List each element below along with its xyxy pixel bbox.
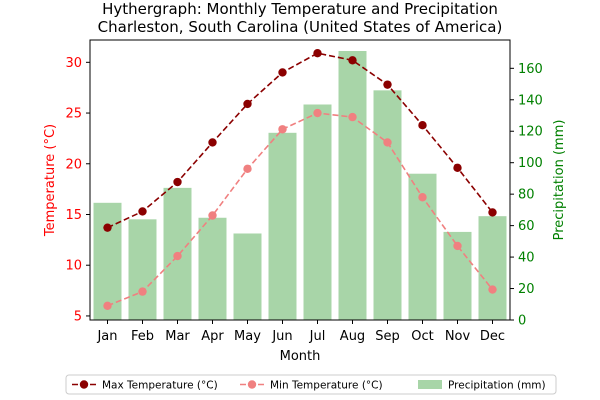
right-y-axis-label: Precipitation (mm) [552,120,567,241]
max-temp-point-jun [278,68,287,77]
x-tick-label: Jun [271,329,292,344]
min-temp-line [107,112,494,307]
legend-marker [79,380,89,389]
chart-subtitle: Charleston, South Carolina (United State… [98,18,503,36]
x-tick-label: Nov [445,329,471,344]
min-temp-point-may [243,164,252,174]
legend-label: Precipitation (mm) [448,380,546,392]
right-y-tick-label: 60 [518,219,535,234]
left-y-tick-label: 30 [65,56,82,71]
right-y-axis: 0 20 40 60 80 100 120 140 160 [510,62,543,329]
precipitation-bars [93,51,507,321]
x-tick-label: Jan [96,329,117,344]
min-temp-point-feb [138,287,147,296]
right-y-tick-label: 20 [518,282,535,297]
max-temp-point-feb [138,207,147,216]
x-axis-label: Month [280,349,321,364]
chart-title: Hythergraph: Monthly Temperature and Pre… [102,0,498,18]
right-y-tick-label: 160 [518,62,543,77]
left-y-tick-label: 10 [65,259,82,274]
min-temp-point-jun [278,125,287,134]
precipitation-bar-sep [373,90,402,320]
right-y-tick-label: 100 [518,156,543,171]
left-y-tick-label: 25 [65,107,82,122]
precipitation-bar-feb [128,219,157,320]
left-y-axis: 5 10 15 20 25 30 [65,56,90,324]
max-temp-point-apr [208,138,217,147]
legend-marker [247,380,257,389]
left-y-tick-label: 20 [65,157,82,172]
min-temp-point-sep [383,138,392,147]
left-y-tick-label: 15 [65,208,82,223]
x-tick-label: Aug [340,329,365,344]
max-temp-point-aug [348,56,357,65]
x-tick-label: Apr [201,329,224,344]
right-y-tick-label: 140 [518,93,543,108]
legend-box [65,374,557,395]
min-temp-point-nov [453,241,462,251]
max-temp-point-may [243,99,252,109]
max-temp-point-jan [103,223,112,232]
max-temp-point-oct [418,121,427,130]
max-temp-point-mar [173,177,182,187]
legend-label: Max Temperature (°C) [102,380,218,392]
max-temp-point-dec [488,208,497,217]
precipitation-bar-jun [268,132,297,320]
min-temp-point-jan [103,301,112,310]
legend-swatch [418,380,442,389]
precipitation-bar-jul [303,104,332,320]
x-tick-label: Mar [165,329,190,344]
right-y-tick-label: 0 [518,314,526,329]
temperature-lines [103,48,497,310]
max-temp-line [107,52,494,229]
x-axis: Jan Feb Mar Apr May Jun Jul Aug Sep Oct Nov Dec [96,320,505,344]
x-tick-label: Feb [131,329,154,344]
x-tick-label: Jul [309,329,326,344]
legend-label: Min Temperature (°C) [270,380,383,392]
precipitation-bar-apr [198,217,227,320]
x-tick-label: Oct [411,329,433,344]
min-temp-point-jul [313,108,322,118]
min-temp-point-oct [418,193,427,202]
precipitation-bar-aug [338,51,367,321]
plot-frame [89,39,511,321]
x-tick-label: Dec [480,329,505,344]
min-temp-point-dec [488,285,497,294]
right-y-tick-label: 40 [518,251,535,266]
right-y-tick-label: 120 [518,125,543,140]
left-y-tick-label: 5 [74,309,82,324]
min-temp-point-apr [208,211,217,220]
max-temp-point-sep [383,80,392,89]
min-temp-point-aug [348,112,357,122]
left-y-axis-label: Temperature (°C) [43,124,58,237]
right-y-tick-label: 80 [518,188,535,203]
precipitation-bar-dec [478,216,507,320]
x-tick-label: May [234,329,261,344]
max-temp-point-nov [453,163,462,173]
min-temp-point-mar [173,251,182,261]
precipitation-bar-jan [93,202,122,320]
legend: Max Temperature (°C) Min Temperature (°C)… [65,374,557,395]
max-temp-point-jul [313,48,322,58]
x-tick-label: Sep [375,329,400,344]
precipitation-bar-may [233,233,262,320]
